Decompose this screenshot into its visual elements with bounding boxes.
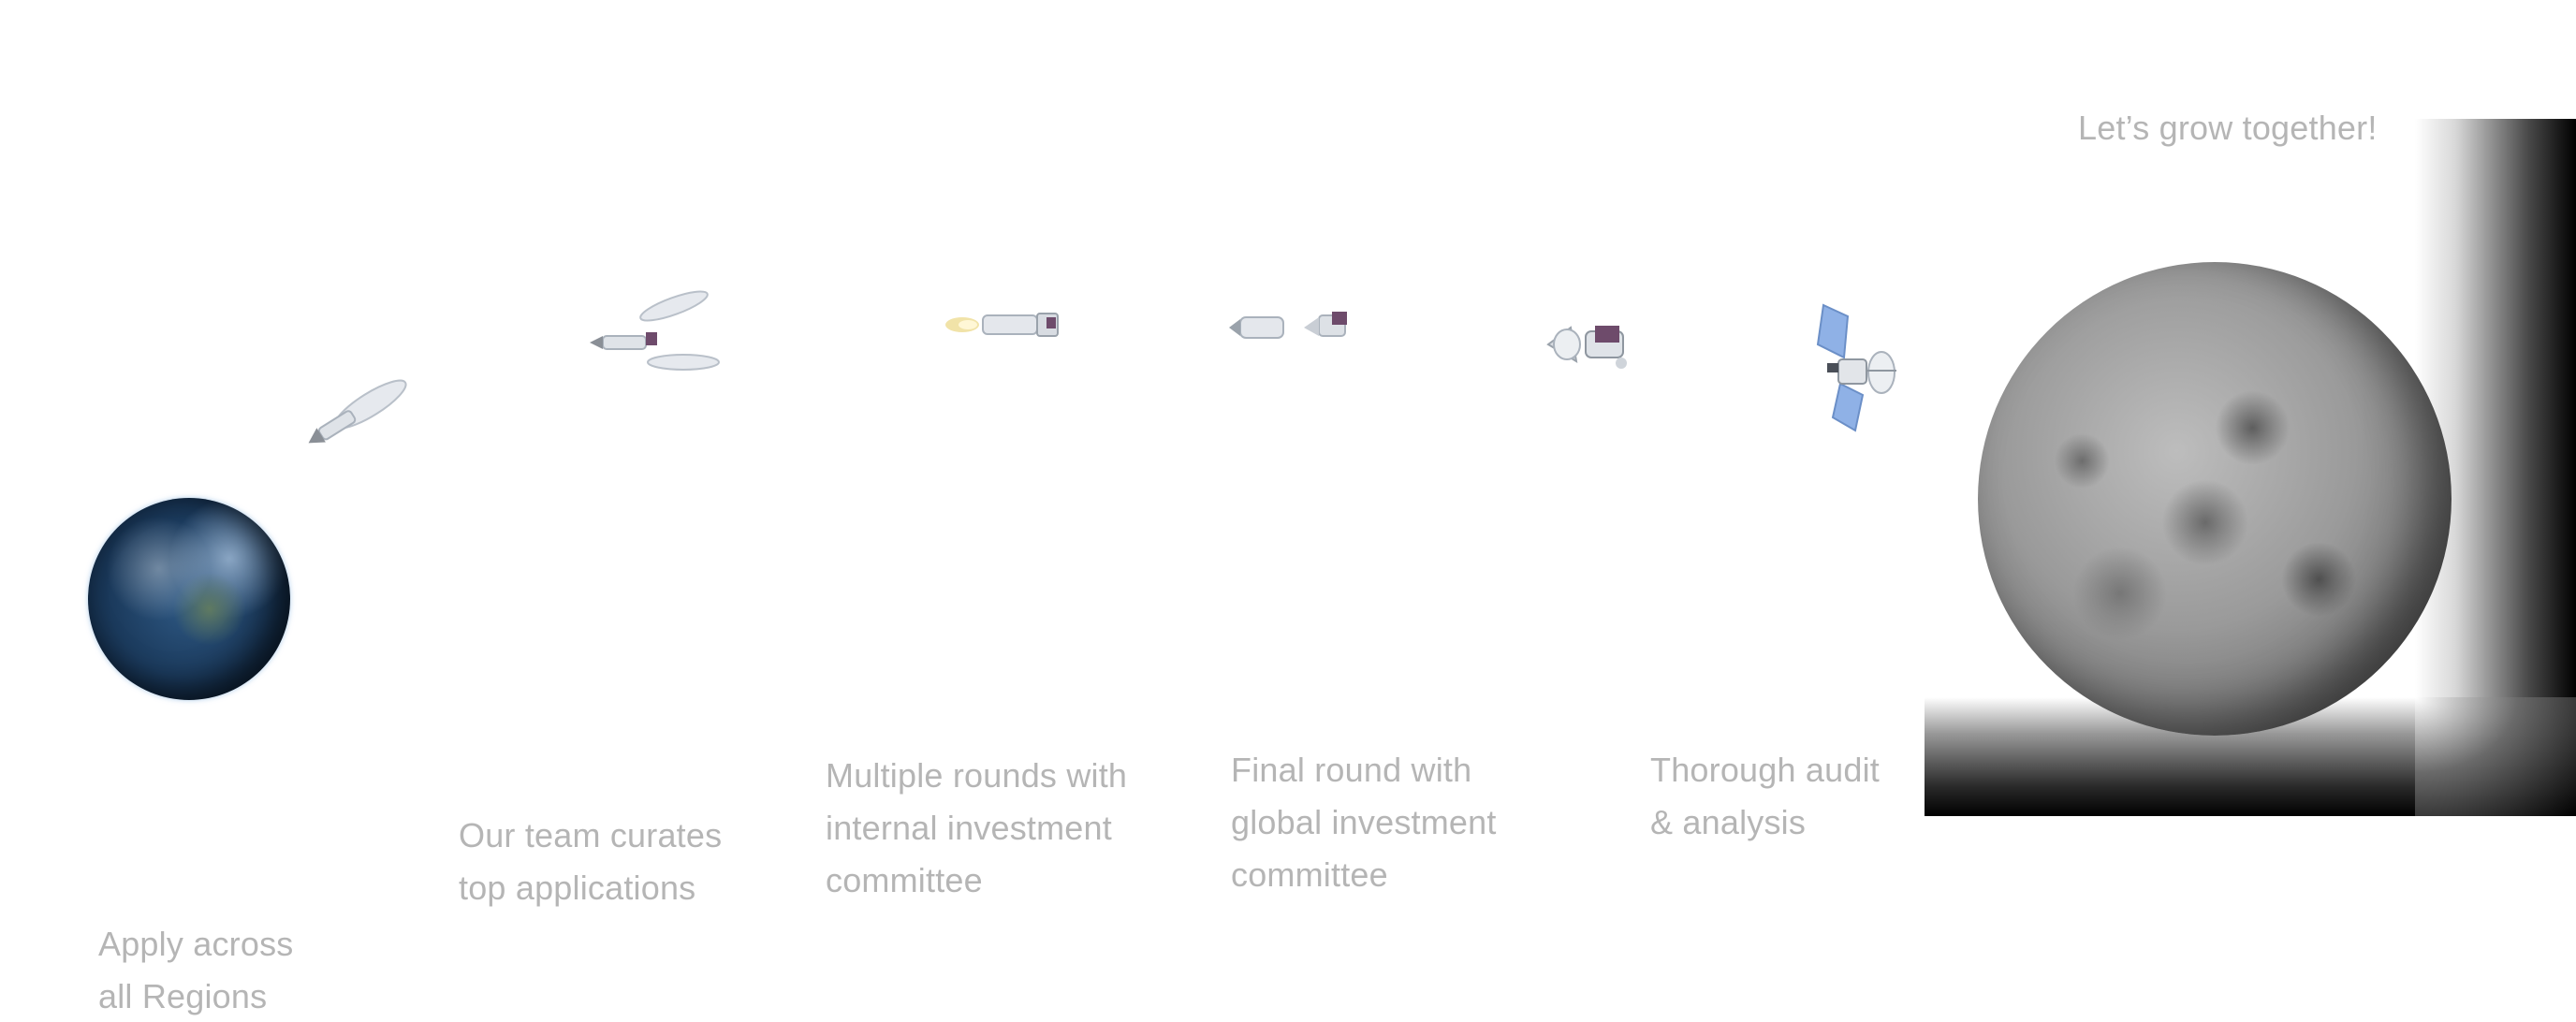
headline-text: Let’s grow together! (2078, 109, 2378, 147)
step-line: top applications (459, 869, 696, 907)
rocket-icon (308, 379, 407, 444)
step-line: Apply across (98, 925, 294, 963)
step-line: all Regions (98, 977, 268, 1015)
step-line: Our team curates (459, 816, 723, 854)
lander-module-icon (1546, 326, 1627, 369)
step-line: Multiple rounds with (826, 756, 1128, 795)
step-internal-committee: Multiple rounds with internal investment… (826, 750, 1127, 907)
step-line: global investment (1231, 803, 1497, 841)
step-line: internal investment (826, 809, 1112, 847)
step-line: Final round with (1231, 751, 1472, 789)
step-line: Thorough audit (1650, 751, 1880, 789)
step-line: committee (826, 861, 983, 899)
moon-shadow-corner (2415, 697, 2576, 816)
stage-separation-icon (1229, 312, 1347, 339)
rocket-fairing-separation-icon (590, 290, 720, 371)
step-line: & analysis (1650, 803, 1807, 841)
step-line: committee (1231, 855, 1388, 894)
headline: Let’s grow together! (2078, 102, 2378, 154)
rocket-stage-burn-icon (945, 313, 1059, 337)
step-apply: Apply across all Regions (98, 918, 294, 1022)
step-audit: Thorough audit & analysis (1650, 744, 1880, 849)
moon-icon (1978, 262, 2452, 736)
step-curation: Our team curates top applications (459, 810, 722, 914)
earth-icon (88, 498, 290, 700)
step-global-committee: Final round with global investment commi… (1231, 744, 1497, 901)
satellite-icon (1816, 303, 1896, 432)
